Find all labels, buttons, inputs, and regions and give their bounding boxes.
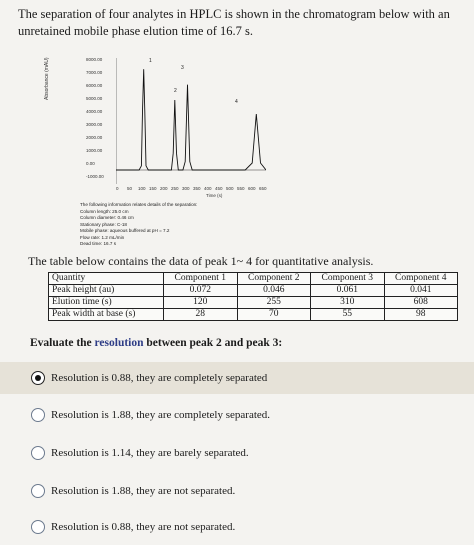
answer-option-label: Resolution is 1.14, they are barely sepa…: [51, 447, 249, 459]
question-keyword-peaks: peak 2 and peak 3: [189, 337, 279, 349]
radio-button[interactable]: [31, 520, 45, 534]
answer-option-4[interactable]: Resolution is 1.88, they are not separat…: [0, 475, 474, 507]
info-line: The following information relates detail…: [80, 202, 198, 207]
peak-label-1: 1: [149, 58, 152, 64]
question-suffix: :: [278, 337, 283, 349]
info-line: Flow rate: 1.2 mL/min: [80, 234, 125, 240]
table-row: Peak width at base (s) 28 70 55 98: [48, 308, 458, 321]
table-cell: 0.046: [236, 284, 311, 297]
chromatogram-plot: [116, 58, 266, 184]
table-header-cell: Component 4: [383, 272, 458, 285]
problem-intro: The separation of four analytes in HPLC …: [18, 6, 468, 40]
radio-button-checked[interactable]: [31, 371, 45, 385]
y-tick: 0.00: [86, 161, 95, 166]
table-cell: Peak width at base (s): [48, 308, 164, 321]
table-cell: 98: [383, 308, 458, 321]
x-tick: 250: [171, 186, 179, 191]
answer-option-label: Resolution is 1.88, they are completely …: [51, 409, 271, 421]
answer-option-label: Resolution is 0.88, they are not separat…: [51, 521, 236, 533]
answer-option-2[interactable]: Resolution is 1.88, they are completely …: [0, 399, 474, 431]
x-tick: 550: [237, 186, 245, 191]
chrom-x-title: Time (s): [206, 193, 223, 198]
y-tick: 6000.00: [86, 83, 103, 88]
radio-button[interactable]: [31, 446, 45, 460]
x-tick: 650: [259, 186, 267, 191]
table-header-row: Quantity Component 1 Component 2 Compone…: [48, 272, 458, 285]
table-row: Peak height (au) 0.072 0.046 0.061 0.041: [48, 284, 458, 297]
table-cell: 28: [163, 308, 238, 321]
info-line: Column length: 25.0 cm: [80, 208, 129, 214]
table-cell: Peak height (au): [48, 284, 164, 297]
x-tick: 500: [226, 186, 234, 191]
radio-button[interactable]: [31, 484, 45, 498]
answer-option-5[interactable]: Resolution is 0.88, they are not separat…: [0, 511, 474, 543]
table-cell: 0.072: [163, 284, 238, 297]
table-header-cell: Quantity: [48, 272, 164, 285]
table-intro: The table below contains the data of pea…: [28, 254, 374, 268]
question-middle: between: [143, 337, 190, 349]
table-cell: 608: [383, 296, 458, 309]
table-header-cell: Component 1: [163, 272, 238, 285]
table-cell: 55: [310, 308, 385, 321]
question-prompt: Evaluate the resolution between peak 2 a…: [30, 337, 282, 349]
table-cell: Elution time (s): [48, 296, 164, 309]
chrom-y-title: Absorbance (mAU): [44, 57, 50, 100]
x-tick: 300: [182, 186, 190, 191]
table-cell: 310: [310, 296, 385, 309]
table-cell: 255: [236, 296, 311, 309]
intro-line-1: The separation of four analytes in HPLC …: [18, 7, 450, 21]
table-cell: 70: [236, 308, 311, 321]
y-tick: 2000.00: [86, 135, 103, 140]
table-cell: 120: [163, 296, 238, 309]
answer-option-label: Resolution is 0.88, they are completely …: [51, 372, 268, 384]
peak-label-3: 3: [181, 65, 184, 71]
x-tick: 350: [193, 186, 201, 191]
table-cell: 0.061: [310, 284, 385, 297]
x-tick: 50: [127, 186, 133, 191]
intro-line-2: unretained mobile phase elution time of …: [18, 24, 254, 38]
data-table: Quantity Component 1 Component 2 Compone…: [48, 272, 458, 321]
peak-label-2: 2: [174, 88, 177, 94]
peak-label-4: 4: [235, 99, 238, 105]
question-prefix: Evaluate the: [30, 337, 95, 349]
y-tick: 8000.00: [86, 57, 103, 62]
y-tick: 1000.00: [86, 148, 103, 153]
x-tick: 100: [138, 186, 146, 191]
y-tick: 3000.00: [86, 122, 103, 127]
x-tick: 400: [204, 186, 212, 191]
answer-option-3[interactable]: Resolution is 1.14, they are barely sepa…: [0, 437, 474, 469]
y-tick: 4000.00: [86, 109, 103, 114]
x-tick: 450: [215, 186, 223, 191]
separation-info: The following information relates detail…: [80, 202, 260, 248]
x-tick: 600: [248, 186, 256, 191]
info-line: Column diameter: 0.46 cm: [80, 215, 134, 220]
chromatogram-trace: [116, 69, 266, 171]
table-header-cell: Component 3: [310, 272, 385, 285]
x-tick: 150: [149, 186, 157, 191]
question-keyword-resolution: resolution: [94, 337, 144, 349]
y-tick: 5000.00: [86, 96, 103, 101]
answer-option-1[interactable]: Resolution is 0.88, they are completely …: [0, 362, 474, 394]
info-line: Mobile phase: aqueous buffered at pH = 7…: [80, 228, 170, 233]
y-tick: 7000.00: [86, 70, 103, 75]
table-cell: 0.041: [383, 284, 458, 297]
info-line: Dead time: 16.7 s: [80, 241, 117, 246]
radio-button[interactable]: [31, 408, 45, 422]
answer-option-label: Resolution is 1.88, they are not separat…: [51, 485, 236, 497]
info-line: Stationary phase: C-18: [80, 221, 127, 227]
x-tick: 0: [116, 186, 119, 191]
x-tick: 200: [160, 186, 168, 191]
table-row: Elution time (s) 120 255 310 608: [48, 296, 458, 309]
table-header-cell: Component 2: [236, 272, 311, 285]
y-tick: -1000.00: [86, 174, 104, 179]
